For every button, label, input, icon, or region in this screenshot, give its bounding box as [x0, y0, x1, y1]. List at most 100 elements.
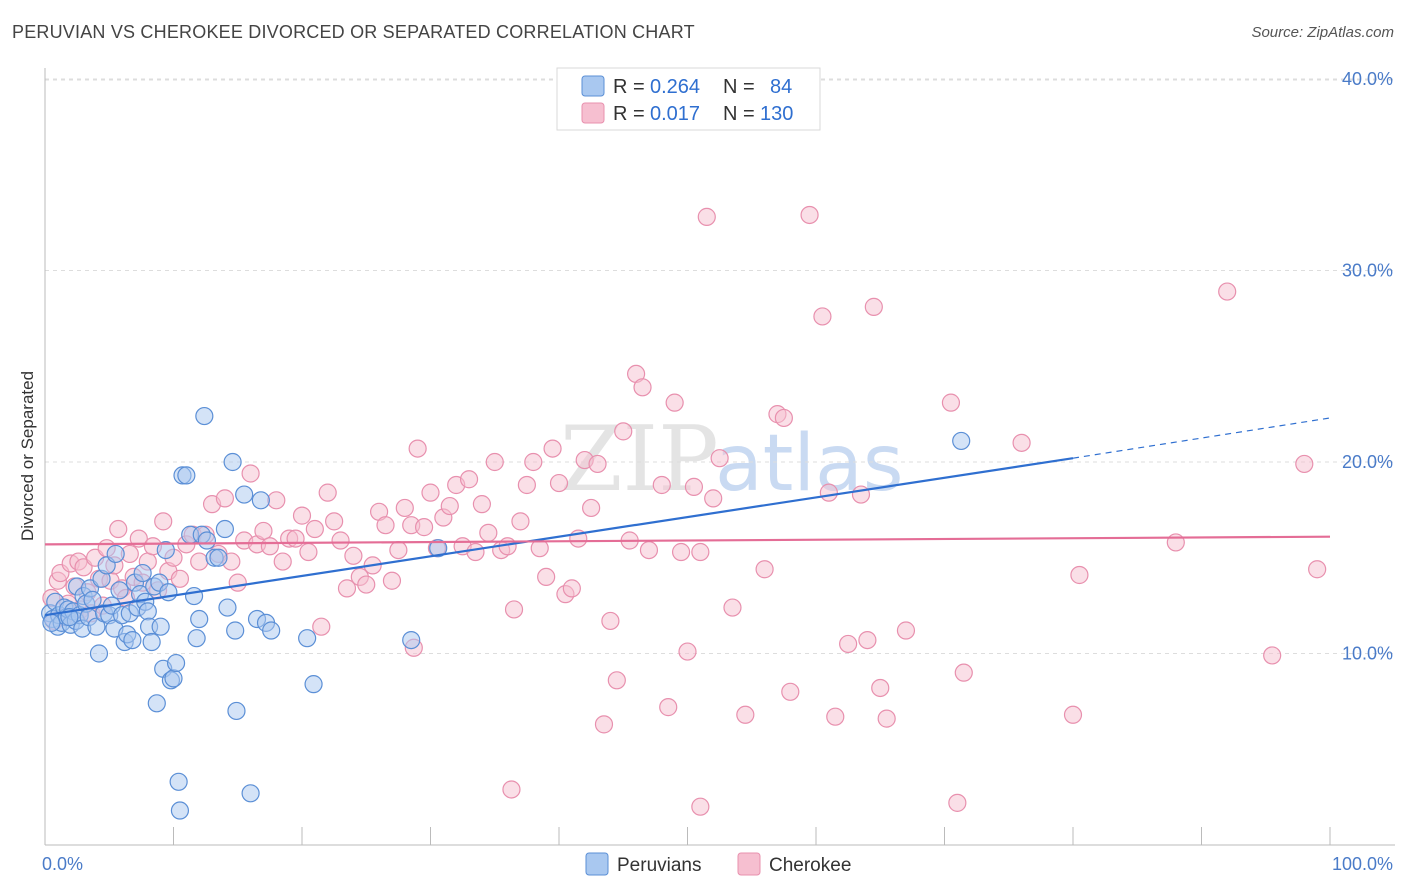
cherokee-point-47 [267, 491, 286, 510]
cherokee-point-139 [1070, 565, 1089, 585]
peruvian-point-66 [215, 519, 234, 539]
watermark-atlas: atlas [715, 419, 904, 509]
cherokee-point-41 [228, 573, 247, 592]
peruvian-points [41, 406, 971, 820]
peruvian-point-62 [195, 406, 214, 426]
cherokee-point-119 [755, 560, 774, 579]
peruvian-trend-line [44, 457, 1074, 617]
cherokee-point-127 [839, 634, 858, 654]
legend-r-label-1: R = [613, 76, 645, 98]
cherokee-point-143 [1295, 454, 1314, 474]
legend-swatch-cherokee [581, 102, 605, 124]
bottom-swatch-peruvians [585, 852, 609, 876]
cherokee-point-133 [896, 621, 916, 640]
cherokee-point-55 [318, 483, 337, 502]
cherokee-point-85 [504, 600, 524, 619]
peruvian-point-67 [218, 598, 237, 617]
cherokee-point-43 [241, 464, 260, 483]
legend-n-label-2: N = [723, 103, 755, 125]
cherokee-point-70 [408, 439, 427, 458]
cherokee-point-64 [376, 516, 395, 535]
peruvian-point-82 [42, 613, 61, 632]
cherokee-point-51 [292, 506, 312, 525]
cherokee-point-67 [395, 498, 414, 518]
cherokee-point-144 [1308, 560, 1327, 579]
cherokee-point-87 [517, 475, 536, 495]
legend-n-value-1: 84 [770, 76, 792, 98]
cherokee-point-114 [697, 207, 716, 226]
cherokee-point-46 [260, 537, 279, 556]
cherokee-point-19 [109, 519, 128, 539]
cherokee-point-125 [819, 483, 838, 502]
peruvian-point-54 [170, 801, 190, 820]
peruvian-point-72 [241, 784, 260, 803]
series-legend: Peruvians Cherokee [585, 852, 851, 876]
cherokee-point-108 [659, 698, 678, 717]
cherokee-point-48 [273, 552, 292, 571]
peruvian-point-60 [190, 609, 209, 629]
axes [44, 68, 1395, 846]
peruvian-point-42 [142, 632, 161, 652]
peruvian-point-70 [227, 701, 246, 721]
cherokee-point-91 [543, 439, 562, 458]
y-axis-label: Divorced or Separated [18, 371, 37, 541]
cherokee-point-134 [941, 393, 961, 412]
cherokee-point-146 [691, 797, 710, 816]
cherokee-point-99 [594, 715, 614, 734]
cherokee-point-52 [299, 542, 318, 562]
cherokee-point-115 [704, 489, 723, 508]
cherokee-point-58 [337, 579, 357, 598]
cherokee-point-97 [582, 498, 601, 518]
peruvian-point-46 [151, 617, 170, 636]
cherokee-point-138 [1063, 705, 1083, 724]
peruvian-trend-extension [1072, 417, 1331, 459]
bottom-swatch-cherokee [737, 852, 761, 876]
peruvian-point-65 [209, 548, 228, 567]
bottom-legend-cherokee: Cherokee [769, 855, 851, 876]
cherokee-point-59 [344, 546, 363, 565]
cherokee-point-101 [607, 671, 626, 690]
cherokee-point-118 [736, 705, 755, 724]
cherokee-point-121 [774, 408, 793, 428]
cherokee-point-65 [382, 571, 402, 590]
cherokee-point-82 [485, 452, 504, 472]
cherokee-point-106 [639, 540, 659, 560]
peruvian-point-52 [166, 653, 186, 673]
cherokee-point-86 [511, 512, 530, 531]
cherokee-point-94 [562, 579, 581, 598]
cherokee-point-29 [154, 512, 173, 531]
cherokee-point-100 [601, 611, 620, 631]
cherokee-point-130 [864, 297, 883, 316]
gridlines [45, 78, 1395, 654]
cherokee-point-50 [286, 529, 305, 548]
cherokee-point-66 [389, 540, 408, 560]
cherokee-point-141 [1218, 282, 1237, 301]
cherokee-point-136 [954, 663, 973, 682]
peruvian-point-63 [197, 531, 217, 550]
legend-swatch-peruvians [581, 75, 605, 97]
legend-r-label-2: R = [613, 103, 645, 125]
cherokee-point-109 [665, 393, 684, 412]
peruvian-point-77 [298, 629, 317, 648]
cherokee-point-117 [723, 598, 742, 617]
legend-n-value-2: 130 [760, 103, 793, 125]
peruvian-point-56 [177, 466, 196, 485]
cherokee-point-132 [877, 709, 896, 728]
y-tick-label-30: 30.0% [1342, 261, 1393, 281]
cherokee-point-35 [190, 552, 209, 571]
peruvian-point-29 [110, 581, 129, 600]
peruvian-point-59 [187, 629, 206, 648]
peruvian-point-71 [235, 485, 254, 504]
x-tick-label-100: 100.0% [1332, 854, 1393, 874]
cherokee-point-75 [440, 496, 459, 516]
peruvian-point-69 [226, 621, 245, 640]
cherokee-point-135 [948, 793, 967, 812]
peruvian-point-51 [164, 669, 183, 688]
stats-legend: R = 0.264 N = 84 R = 0.017 N = 130 [556, 67, 821, 131]
peruvian-point-81 [952, 431, 971, 451]
y-tick-label-10: 10.0% [1342, 644, 1393, 664]
peruvian-point-79 [429, 539, 448, 558]
cherokee-point-116 [710, 449, 729, 468]
cherokee-trend-line [44, 535, 1331, 546]
